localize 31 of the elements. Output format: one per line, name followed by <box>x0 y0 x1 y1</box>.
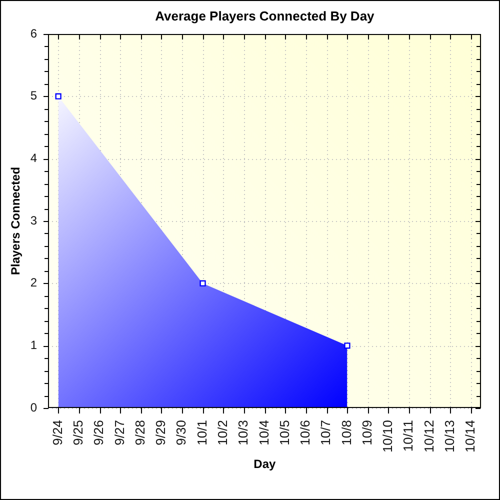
x-tick-label: 9/30 <box>174 420 189 446</box>
x-axis-title: Day <box>254 457 276 472</box>
y-tick-label: 2 <box>30 276 38 290</box>
y-tick-label: 4 <box>30 150 38 165</box>
x-tick-label: 10/12 <box>421 420 436 453</box>
x-tick-label: 10/10 <box>380 420 396 453</box>
x-tick-label: 10/1 <box>194 420 210 446</box>
x-tick-label: 10/11 <box>400 420 416 452</box>
x-tick-label: 9/28 <box>132 420 148 446</box>
x-tick-label: 10/2 <box>214 420 230 446</box>
y-tick-label: 1 <box>30 338 38 352</box>
y-tick-label: 6 <box>30 26 38 40</box>
y-tick-label: 3 <box>30 213 38 228</box>
x-tick-label: 10/7 <box>318 420 334 446</box>
x-tick-label: 10/9 <box>359 420 374 446</box>
x-tick-label: 10/3 <box>236 420 251 446</box>
x-tick-label: 9/26 <box>91 420 106 446</box>
x-tick-label: 9/25 <box>70 420 86 446</box>
x-tick-label: 9/24 <box>50 420 65 446</box>
x-tick-label: 10/6 <box>298 420 313 446</box>
x-tick-label: 10/4 <box>256 420 272 446</box>
y-tick-label: 0 <box>30 400 38 414</box>
y-tick-label: 5 <box>30 88 38 103</box>
x-tick-label: 9/27 <box>112 420 127 446</box>
x-tick-label: 9/29 <box>153 420 168 446</box>
chart-title: Average Players Connected By Day <box>155 8 376 24</box>
x-tick-label: 10/13 <box>442 420 457 453</box>
y-axis-title: Players Connected <box>8 166 23 276</box>
x-tick-label: 10/5 <box>276 420 292 446</box>
x-tick-label: 10/14 <box>462 420 478 453</box>
x-tick-label: 10/8 <box>338 420 354 446</box>
